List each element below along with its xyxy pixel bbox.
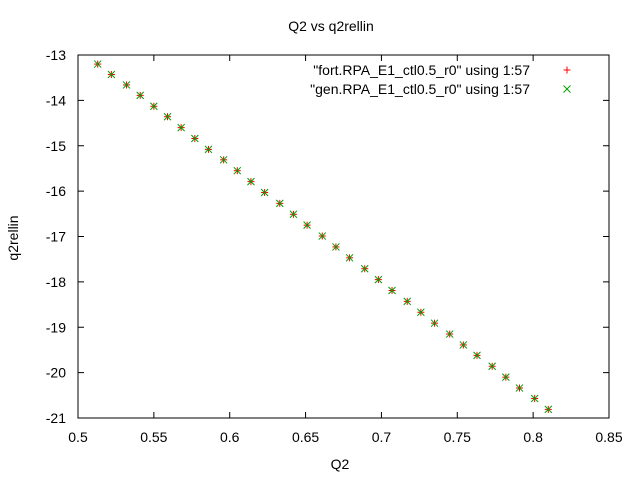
series-2-point-d2: [430, 319, 439, 328]
legend: "fort.RPA_E1_ctl0.5_r0" using 1:57 "gen.R…: [310, 62, 571, 97]
series-2-point: [260, 188, 269, 197]
series-2-point: [488, 362, 497, 371]
y-tick-label: -16: [46, 183, 66, 199]
series-2-point-d2: [332, 243, 340, 251]
series-2-point: [122, 81, 131, 89]
series-2-point: [219, 155, 228, 164]
series-2-point: [289, 210, 298, 219]
series-2-point-d2: [473, 351, 481, 360]
y-tick-label: -20: [46, 365, 66, 381]
chart-title: Q2 vs q2rellin: [288, 18, 374, 34]
y-tick-label: -17: [46, 229, 66, 245]
series-2-point: [136, 91, 145, 100]
series-2-point-d2: [417, 308, 425, 317]
legend-marker-1: [563, 66, 571, 74]
series-2-point-d2: [445, 330, 454, 338]
series-2-point-d2: [374, 275, 383, 284]
series-2-point: [318, 232, 327, 240]
series-2-point: [388, 286, 396, 295]
series-2-point: [332, 243, 340, 251]
series-2-point: [445, 330, 454, 338]
x-tick-label: 0.75: [444, 429, 471, 445]
series-2-point-d2: [488, 362, 497, 371]
x-tick-label: 0.65: [292, 429, 319, 445]
series-2-point-d2: [360, 264, 369, 273]
series-2-point: [430, 319, 439, 328]
y-tick-label: -15: [46, 138, 66, 154]
series-2-point: [515, 384, 524, 392]
series-2-point: [93, 60, 102, 68]
series-2-point: [303, 221, 311, 230]
series-2-point: [163, 112, 172, 121]
series-2-point-d2: [93, 60, 102, 68]
legend-label-2: "gen.RPA_E1_ctl0.5_r0" using 1:57: [310, 81, 530, 97]
series-2-point: [459, 341, 468, 349]
series-2-point-d2: [177, 123, 186, 132]
series-2-point: [233, 166, 242, 175]
series-2-point-d2: [501, 373, 510, 382]
x-tick-label: 0.85: [595, 429, 622, 445]
y-axis-label: q2rellin: [5, 215, 21, 260]
x-tick-label: 0.7: [372, 429, 392, 445]
series-2-point: [417, 308, 425, 317]
series-2-point-d2: [204, 145, 213, 154]
series-2-point-d2: [388, 286, 396, 295]
series-2-point-d2: [318, 232, 327, 240]
legend-marker-2-d2: [563, 85, 571, 93]
series-2-point-d2: [150, 102, 158, 111]
series-2-point-d2: [107, 70, 116, 79]
series-2-point: [403, 297, 412, 306]
series-2-point-d2: [122, 81, 131, 89]
series-2-point-d2: [260, 188, 269, 197]
x-tick-label: 0.8: [523, 429, 543, 445]
series-2-point: [473, 351, 481, 360]
y-tick-label: -18: [46, 274, 66, 290]
x-tick-label: 0.5: [68, 429, 88, 445]
series-2-point-d2: [136, 91, 145, 100]
series-2-point: [177, 123, 186, 132]
series-2-point-d2: [247, 177, 255, 186]
legend-marker-2: [563, 85, 571, 93]
series-2-point: [247, 177, 255, 186]
series-2-point-d2: [219, 155, 228, 164]
series-2-point-d2: [403, 297, 412, 306]
y-tick-label: -13: [46, 47, 66, 63]
series-2-point: [374, 275, 383, 284]
series-2-point-d2: [544, 405, 553, 414]
series-2-point-d2: [275, 199, 284, 208]
series-2-point-d2: [289, 210, 298, 219]
y-tick-label: -21: [46, 410, 66, 426]
series-2-point-d2: [163, 112, 172, 121]
series-2-point: [190, 134, 199, 143]
series-2-point: [544, 405, 553, 414]
legend-label-1: "fort.RPA_E1_ctl0.5_r0" using 1:57: [313, 62, 530, 78]
y-tick-label: -19: [46, 319, 66, 335]
series-2-point: [530, 394, 539, 403]
series-2-point-d2: [459, 341, 468, 349]
x-tick-label: 0.6: [220, 429, 240, 445]
series-2-point-d2: [233, 166, 242, 175]
series-2-point-d2: [530, 394, 539, 403]
series-2-point: [345, 253, 354, 262]
series-2-point-d2: [515, 384, 524, 392]
y-tick-label: -14: [46, 92, 66, 108]
series-2-point: [204, 145, 213, 154]
series-2-point-d2: [345, 253, 354, 262]
data-points: [93, 60, 553, 414]
series-2-point: [107, 70, 116, 79]
series-2-point: [501, 373, 510, 382]
plot-frame: [77, 54, 610, 419]
series-2-point-d2: [303, 221, 311, 230]
x-axis-label: Q2: [331, 456, 350, 472]
axis-ticks: 0.5 0.55 0.6 0.65 0.7 0.75 0.8 0.85 -13 -14 -15 -16…: [46, 47, 623, 445]
series-2-point: [360, 264, 369, 273]
x-tick-label: 0.55: [140, 429, 167, 445]
series-2-point: [275, 199, 284, 208]
series-2-point-d2: [190, 134, 199, 143]
series-2-point: [150, 102, 158, 111]
